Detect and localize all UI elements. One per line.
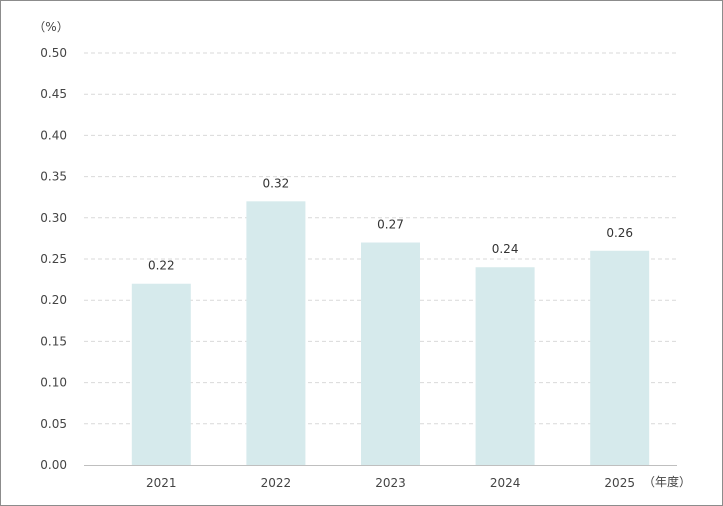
x-tick-label: 2022 [261, 476, 292, 490]
data-label: 0.24 [492, 242, 519, 256]
x-tick-label: 2021 [146, 476, 177, 490]
x-axis-ticks: 2021 2022 2023 2024 2025 [146, 476, 635, 490]
data-label: 0.22 [148, 259, 175, 273]
bars [131, 201, 650, 465]
y-tick-label: 0.00 [40, 458, 67, 472]
x-tick-label: 2023 [375, 476, 406, 490]
data-labels: 0.22 0.32 0.27 0.24 0.26 [148, 176, 633, 272]
y-tick-label: 0.25 [40, 252, 67, 266]
y-axis-ticks: 0.00 0.05 0.10 0.15 0.20 0.25 0.30 0.35 0.40 0.45… [40, 46, 67, 472]
y-tick-label: 0.30 [40, 211, 67, 225]
y-axis-unit-label: （%） [33, 20, 68, 34]
y-tick-label: 0.20 [40, 293, 67, 307]
x-tick-label: 2024 [490, 476, 521, 490]
y-tick-label: 0.35 [40, 170, 67, 184]
y-tick-label: 0.10 [40, 376, 67, 390]
x-tick-label: 2025 [604, 476, 635, 490]
bar-2022 [246, 201, 306, 465]
bar-2021 [131, 283, 191, 465]
y-tick-label: 0.40 [40, 128, 67, 142]
y-tick-label: 0.50 [40, 46, 67, 60]
y-tick-label: 0.05 [40, 417, 67, 431]
y-tick-label: 0.45 [40, 87, 67, 101]
data-label: 0.32 [263, 176, 290, 190]
bar-2024 [475, 267, 535, 465]
x-axis-unit-label: （年度） [643, 474, 691, 489]
bar-2025 [590, 250, 650, 465]
data-label: 0.26 [606, 226, 633, 240]
bar-2023 [361, 242, 420, 465]
y-tick-label: 0.15 [40, 334, 67, 348]
data-label: 0.27 [377, 218, 404, 232]
